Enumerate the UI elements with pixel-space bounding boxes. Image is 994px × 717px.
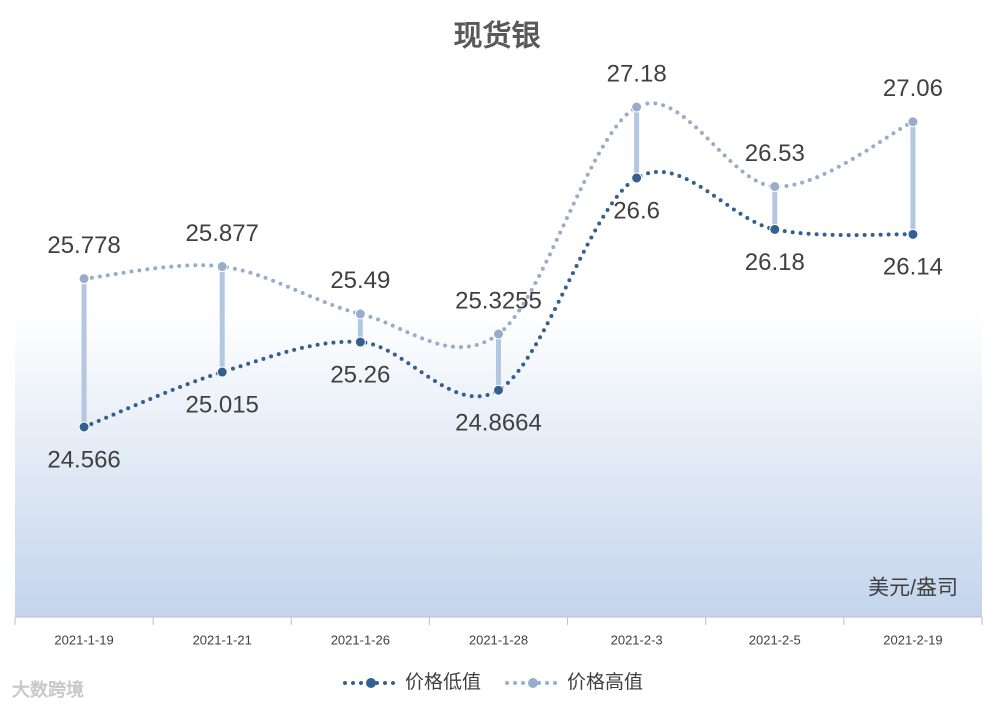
unit-label: 美元/盎司 xyxy=(868,577,958,600)
data-label: 26.14 xyxy=(883,254,943,281)
x-tick-label: 2021-2-3 xyxy=(611,632,663,647)
data-label: 24.8664 xyxy=(455,410,542,437)
data-label: 27.18 xyxy=(607,60,667,87)
data-label: 27.06 xyxy=(883,75,943,102)
point xyxy=(493,328,504,340)
legend-marker xyxy=(366,678,376,688)
data-label: 25.49 xyxy=(330,267,390,294)
point xyxy=(907,116,919,128)
x-tick-label: 2021-2-5 xyxy=(749,632,801,647)
point xyxy=(907,228,919,240)
point xyxy=(631,172,643,184)
x-tick-label: 2021-1-26 xyxy=(331,632,390,647)
point xyxy=(769,181,781,193)
point xyxy=(769,223,781,235)
data-label: 25.877 xyxy=(186,220,259,247)
legend-label: 价格低值 xyxy=(405,671,481,693)
point xyxy=(216,366,228,378)
legend-label: 价格高值 xyxy=(567,671,643,693)
x-tick-label: 2021-1-19 xyxy=(54,632,113,647)
x-tick-label: 2021-1-28 xyxy=(469,632,528,647)
data-label: 26.53 xyxy=(745,140,805,167)
data-label: 24.566 xyxy=(47,446,120,473)
point xyxy=(216,261,228,273)
data-label: 26.18 xyxy=(745,249,805,276)
point xyxy=(78,421,90,433)
data-label: 25.26 xyxy=(330,361,390,388)
data-label: 26.6 xyxy=(613,197,660,224)
data-label: 25.778 xyxy=(47,232,120,259)
point xyxy=(354,308,366,320)
x-tick-label: 2021-1-21 xyxy=(193,632,252,647)
legend-marker xyxy=(528,678,539,688)
point xyxy=(78,273,90,285)
data-label: 25.3255 xyxy=(455,287,542,314)
series-line xyxy=(82,101,915,349)
chart-title: 现货银 xyxy=(453,19,540,53)
data-label: 25.015 xyxy=(186,391,259,418)
point xyxy=(493,384,504,396)
point xyxy=(631,101,643,113)
point xyxy=(354,336,366,348)
x-tick-label: 2021-2-19 xyxy=(883,632,942,647)
watermark: 大数跨境 xyxy=(12,679,84,700)
